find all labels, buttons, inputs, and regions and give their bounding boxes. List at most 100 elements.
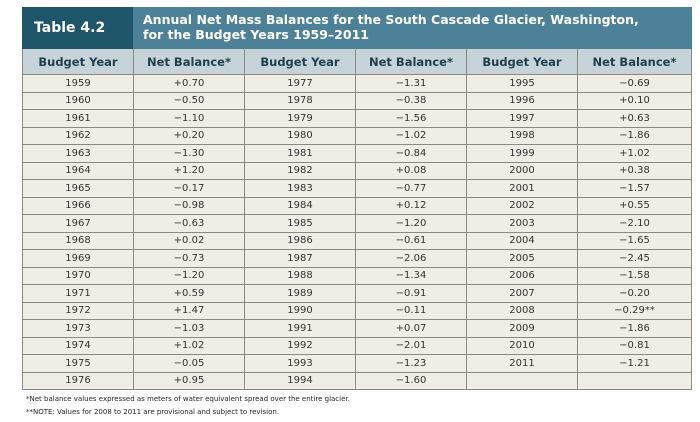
net-balance-cell: −1.23	[355, 354, 467, 373]
budget-year-cell: 1988	[244, 266, 356, 285]
budget-year-cell: 1966	[22, 196, 134, 215]
budget-year-cell: 2005	[466, 249, 578, 268]
net-balance-cell: +0.38	[577, 161, 692, 180]
budget-year-cell: 1964	[22, 161, 134, 180]
net-balance-cell: +0.63	[577, 109, 692, 128]
budget-year-cell: 2011	[466, 354, 578, 373]
budget-year-cell: 1997	[466, 109, 578, 128]
net-balance-cell: −1.58	[577, 266, 692, 285]
table-row: 1968 +0.02 1986 −0.61 2004 −1.65	[22, 231, 692, 250]
table-row: 1972 +1.47 1990 −0.11 2008 −0.29**	[22, 301, 692, 320]
table-row: 1971 +0.59 1989 −0.91 2007 −0.20	[22, 284, 692, 303]
budget-year-cell: 2002	[466, 196, 578, 215]
table-title-bar: Table 4.2 Annual Net Mass Balances for t…	[22, 7, 692, 49]
budget-year-cell: 1962	[22, 126, 134, 145]
net-balance-cell: −1.86	[577, 319, 692, 338]
table-row: 1961 −1.10 1979 −1.56 1997 +0.63	[22, 109, 692, 128]
budget-year-cell: 1977	[244, 74, 356, 93]
budget-year-cell: 2004	[466, 231, 578, 250]
budget-year-cell: 1994	[244, 371, 356, 390]
table-row: 1963 −1.30 1981 −0.84 1999 +1.02	[22, 144, 692, 163]
net-balance-cell: +0.70	[133, 74, 245, 93]
budget-year-cell: 1984	[244, 196, 356, 215]
budget-year-cell: 1969	[22, 249, 134, 268]
budget-year-cell: 1992	[244, 336, 356, 355]
budget-year-cell: 1996	[466, 91, 578, 110]
table-number: Table 4.2	[22, 7, 133, 49]
net-balance-cell: +0.02	[133, 231, 245, 250]
net-balance-cell: −1.86	[577, 126, 692, 145]
budget-year-cell: 1959	[22, 74, 134, 93]
net-balance-cell: −1.20	[133, 266, 245, 285]
net-balance-cell: +0.55	[577, 196, 692, 215]
net-balance-cell: +0.59	[133, 284, 245, 303]
table-row: 1975 −0.05 1993 −1.23 2011 −1.21	[22, 354, 692, 373]
budget-year-cell: 1973	[22, 319, 134, 338]
budget-year-cell: 1989	[244, 284, 356, 303]
net-balance-cell: −0.77	[355, 179, 467, 198]
budget-year-cell: 1968	[22, 231, 134, 250]
net-balance-cell: −0.98	[133, 196, 245, 215]
net-balance-cell: −1.56	[355, 109, 467, 128]
table-title: Annual Net Mass Balances for the South C…	[133, 7, 692, 49]
net-balance-cell: −1.65	[577, 231, 692, 250]
budget-year-cell: 1990	[244, 301, 356, 320]
table-row: 1967 −0.63 1985 −1.20 2003 −2.10	[22, 214, 692, 233]
budget-year-cell	[466, 371, 578, 390]
table-row: 1976 +0.95 1994 −1.60	[22, 371, 692, 390]
header-budget-year: Budget Year	[22, 49, 134, 75]
budget-year-cell: 1998	[466, 126, 578, 145]
header-row: Budget Year Net Balance* Budget Year Net Ba…	[22, 49, 692, 75]
budget-year-cell: 1983	[244, 179, 356, 198]
header-net-balance: Net Balance*	[133, 49, 245, 75]
net-balance-cell: −0.91	[355, 284, 467, 303]
budget-year-cell: 1987	[244, 249, 356, 268]
net-balance-cell: −2.06	[355, 249, 467, 268]
budget-year-cell: 2006	[466, 266, 578, 285]
budget-year-cell: 1978	[244, 91, 356, 110]
net-balance-cell: −1.10	[133, 109, 245, 128]
budget-year-cell: 1980	[244, 126, 356, 145]
net-balance-cell: −0.11	[355, 301, 467, 320]
net-balance-cell: −2.10	[577, 214, 692, 233]
budget-year-cell: 1986	[244, 231, 356, 250]
footnote-provisional: **NOTE: Values for 2008 to 2011 are prov…	[26, 407, 280, 416]
net-balance-cell: +0.12	[355, 196, 467, 215]
net-balance-cell: −0.73	[133, 249, 245, 268]
budget-year-cell: 1999	[466, 144, 578, 163]
data-table: Budget Year Net Balance* Budget Year Net Ba…	[22, 49, 692, 390]
net-balance-cell: +1.47	[133, 301, 245, 320]
net-balance-cell: +0.95	[133, 371, 245, 390]
budget-year-cell: 1960	[22, 91, 134, 110]
budget-year-cell: 1995	[466, 74, 578, 93]
budget-year-cell: 2007	[466, 284, 578, 303]
budget-year-cell: 1991	[244, 319, 356, 338]
net-balance-cell: +0.20	[133, 126, 245, 145]
header-net-balance: Net Balance*	[577, 49, 692, 75]
budget-year-cell: 1982	[244, 161, 356, 180]
footnote-net-balance: *Net balance values expressed as meters …	[26, 395, 350, 403]
net-balance-cell: −0.50	[133, 91, 245, 110]
table-row: 1966 −0.98 1984 +0.12 2002 +0.55	[22, 196, 692, 215]
net-balance-cell: −1.21	[577, 354, 692, 373]
glacier-table: Table 4.2 Annual Net Mass Balances for t…	[22, 7, 692, 390]
budget-year-cell: 1961	[22, 109, 134, 128]
net-balance-cell: −1.20	[355, 214, 467, 233]
net-balance-cell: −0.81	[577, 336, 692, 355]
budget-year-cell: 2010	[466, 336, 578, 355]
net-balance-cell: +1.20	[133, 161, 245, 180]
net-balance-cell: −2.45	[577, 249, 692, 268]
budget-year-cell: 1963	[22, 144, 134, 163]
budget-year-cell: 1979	[244, 109, 356, 128]
net-balance-cell: −0.38	[355, 91, 467, 110]
table-row: 1960 −0.50 1978 −0.38 1996 +0.10	[22, 91, 692, 110]
budget-year-cell: 1965	[22, 179, 134, 198]
net-balance-cell: −1.60	[355, 371, 467, 390]
net-balance-cell: −0.29**	[577, 301, 692, 320]
net-balance-cell: −1.34	[355, 266, 467, 285]
budget-year-cell: 1967	[22, 214, 134, 233]
net-balance-cell: +1.02	[133, 336, 245, 355]
net-balance-cell: −0.61	[355, 231, 467, 250]
header-budget-year: Budget Year	[244, 49, 356, 75]
header-net-balance: Net Balance*	[355, 49, 467, 75]
